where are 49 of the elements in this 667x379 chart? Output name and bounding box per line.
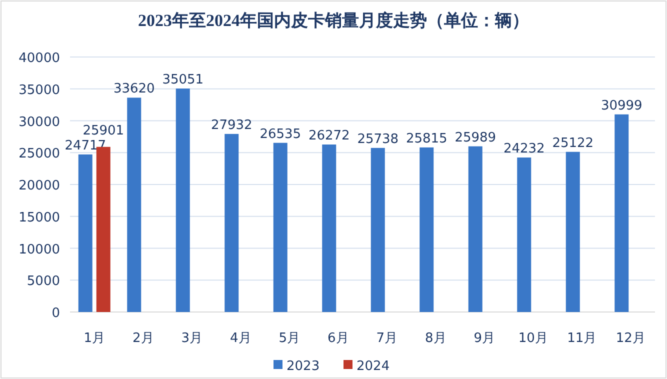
data-label: 25815 xyxy=(406,131,448,146)
x-tick-label: 5月 xyxy=(278,331,300,346)
data-label: 25738 xyxy=(357,132,399,147)
y-tick-label: 30000 xyxy=(18,114,60,130)
legend-label: 2024 xyxy=(356,359,390,374)
y-tick-label: 40000 xyxy=(18,51,60,66)
data-label: 25122 xyxy=(552,136,594,151)
chart-title: 2023年至2024年国内皮卡销量月度走势（单位：辆） xyxy=(138,11,529,30)
y-tick-label: 0 xyxy=(52,306,60,321)
bar xyxy=(127,98,142,312)
y-tick-label: 35000 xyxy=(18,82,60,98)
x-tick-label: 12月 xyxy=(616,331,646,346)
bar xyxy=(322,144,336,312)
x-tick-label: 9月 xyxy=(474,331,496,346)
x-tick-label: 1月 xyxy=(84,331,106,346)
bar xyxy=(78,154,92,312)
data-label: 27932 xyxy=(210,118,252,133)
data-label: 35051 xyxy=(162,72,204,88)
x-tick-label: 8月 xyxy=(424,331,446,346)
data-label: 26272 xyxy=(308,128,350,144)
x-tick-label: 7月 xyxy=(376,331,398,346)
y-tick-label: 20000 xyxy=(18,178,60,194)
data-label: 33620 xyxy=(113,82,155,97)
legend-label: 2023 xyxy=(286,359,320,374)
x-tick-label: 3月 xyxy=(181,331,203,346)
data-label: 30999 xyxy=(600,98,642,114)
data-label: 25989 xyxy=(454,130,496,146)
x-tick-label: 2月 xyxy=(132,331,154,346)
bar xyxy=(420,147,434,312)
data-label: 24717 xyxy=(64,138,106,154)
bar xyxy=(517,158,532,312)
y-tick-label: 25000 xyxy=(18,146,60,162)
bar xyxy=(224,134,239,312)
bar xyxy=(176,88,190,312)
bar xyxy=(614,114,629,312)
y-tick-label: 5000 xyxy=(26,274,60,290)
y-tick-label: 15000 xyxy=(18,210,60,226)
data-label: 26535 xyxy=(260,126,302,142)
x-tick-label: 10月 xyxy=(518,331,548,346)
bar xyxy=(273,142,288,312)
x-tick-label: 6月 xyxy=(327,331,349,346)
x-tick-label: 11月 xyxy=(567,331,597,346)
bar xyxy=(370,148,385,312)
data-label: 24232 xyxy=(503,142,545,157)
data-label: 25901 xyxy=(82,123,124,138)
y-tick-label: 10000 xyxy=(18,242,60,258)
x-tick-label: 4月 xyxy=(230,331,252,346)
bar xyxy=(566,152,580,312)
bar xyxy=(468,146,482,312)
